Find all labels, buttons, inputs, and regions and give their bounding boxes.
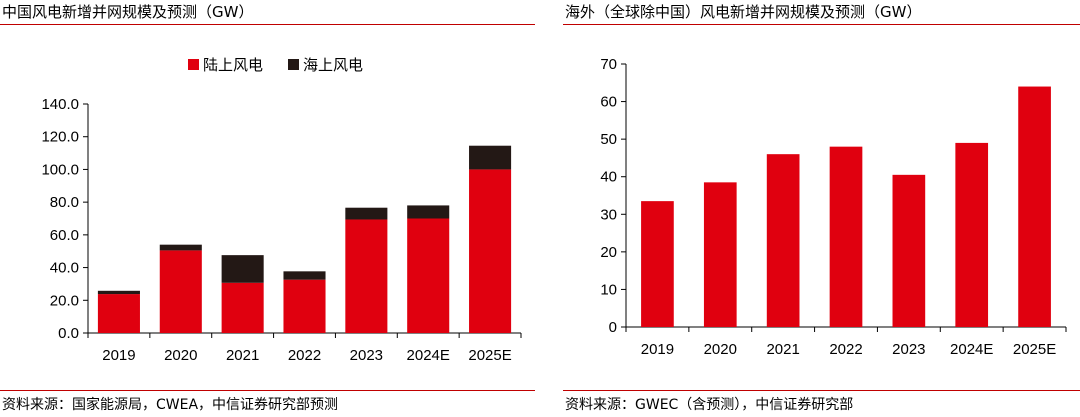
- left-y-tick-label: 40.0: [50, 260, 79, 277]
- right-x-tick-label: 2019: [641, 341, 674, 358]
- left-y-tick-label: 140.0: [41, 96, 79, 113]
- left-chart-title: 中国风电新增并网规模及预测（GW）: [2, 3, 254, 21]
- left-bar-series1: [407, 218, 450, 333]
- left-bar-series2: [283, 271, 326, 280]
- left-x-tick-label: 2019: [102, 347, 135, 364]
- left-x-tick-label: 2021: [226, 347, 259, 364]
- left-x-tick-label: 2024E: [407, 347, 450, 364]
- left-x-tick-label: 2022: [288, 347, 321, 364]
- right-y-tick-label: 10: [600, 281, 617, 298]
- right-bar-series1: [1018, 86, 1051, 328]
- right-chart-svg: 0 10 20 30 40 50 60 70 2019 2020 2021 2022 2023 2024E…: [600, 56, 1067, 358]
- right-y-tick-label: 50: [600, 131, 617, 148]
- left-x-tick-label: 2020: [164, 347, 197, 364]
- right-bar-series1: [703, 182, 737, 327]
- left-legend-swatch: [188, 59, 199, 70]
- right-title-rule: [563, 24, 1080, 25]
- right-y-tick-label: 70: [600, 56, 617, 73]
- right-bar-series1: [955, 142, 989, 327]
- left-chart-source: 资料来源：国家能源局，CWEA，中信证券研究部预测: [2, 397, 339, 413]
- left-bar-series1: [97, 294, 140, 333]
- left-y-tick-label: 20.0: [50, 292, 79, 309]
- right-y-tick-label: 0: [609, 319, 617, 336]
- left-bar-series2: [159, 244, 202, 251]
- left-x-tick-label: 2025E: [468, 347, 511, 364]
- left-y-tick-label: 80.0: [50, 194, 79, 211]
- right-chart-source: 资料来源：GWEC（含预测），中信证券研究部: [565, 397, 854, 413]
- right-source-rule: [563, 390, 1080, 391]
- left-bar-series2: [407, 205, 450, 219]
- left-bar-series1: [469, 169, 512, 333]
- left-chart-svg: 0.0 20.0 40.0 60.0 80.0 100.0 120.0 140.0 2019 20…: [41, 56, 522, 364]
- left-bar-series2: [97, 290, 140, 295]
- left-title-rule: [0, 24, 535, 25]
- right-bar-series1: [892, 174, 926, 327]
- left-y-tick-label: 120.0: [41, 129, 79, 146]
- right-x-tick-label: 2021: [766, 341, 799, 358]
- left-bar-series1: [345, 219, 388, 333]
- right-x-tick-label: 2022: [829, 341, 862, 358]
- left-x-tick-label: 2023: [350, 347, 383, 364]
- left-source-rule: [0, 390, 535, 391]
- left-y-tick-label: 100.0: [41, 161, 79, 178]
- left-bar-series1: [159, 250, 202, 333]
- left-bar-series1: [221, 282, 264, 333]
- right-bar-series1: [641, 201, 674, 327]
- left-legend-label: 陆上风电: [203, 56, 263, 74]
- right-y-tick-label: 60: [600, 94, 617, 111]
- right-y-tick-label: 40: [600, 169, 617, 186]
- left-bar-series1: [283, 279, 326, 333]
- right-y-tick-label: 20: [600, 244, 617, 261]
- left-y-tick-label: 0.0: [58, 325, 79, 342]
- right-x-tick-label: 2025E: [1013, 341, 1056, 358]
- right-x-tick-label: 2023: [892, 341, 925, 358]
- left-chart-panel: 中国风电新增并网规模及预测（GW） 0.0 20.0 40.0 60.0 80.0 100…: [0, 0, 535, 417]
- right-chart-panel: 海外（全球除中国）风电新增并网规模及预测（GW） 0 10 20 30 40 50 60 70…: [563, 0, 1080, 417]
- right-x-tick-label: 2024E: [950, 341, 993, 358]
- right-chart-title: 海外（全球除中国）风电新增并网规模及预测（GW）: [565, 3, 922, 21]
- left-bar-series2: [469, 145, 512, 170]
- right-bar-series1: [829, 146, 863, 327]
- right-bar-series1: [766, 154, 800, 327]
- right-y-tick-label: 30: [600, 206, 617, 223]
- left-bar-series2: [221, 255, 264, 283]
- right-x-tick-label: 2020: [704, 341, 737, 358]
- left-y-tick-label: 60.0: [50, 227, 79, 244]
- left-legend-swatch: [288, 59, 299, 70]
- left-bar-series2: [345, 207, 388, 220]
- left-legend-label: 海上风电: [303, 56, 363, 74]
